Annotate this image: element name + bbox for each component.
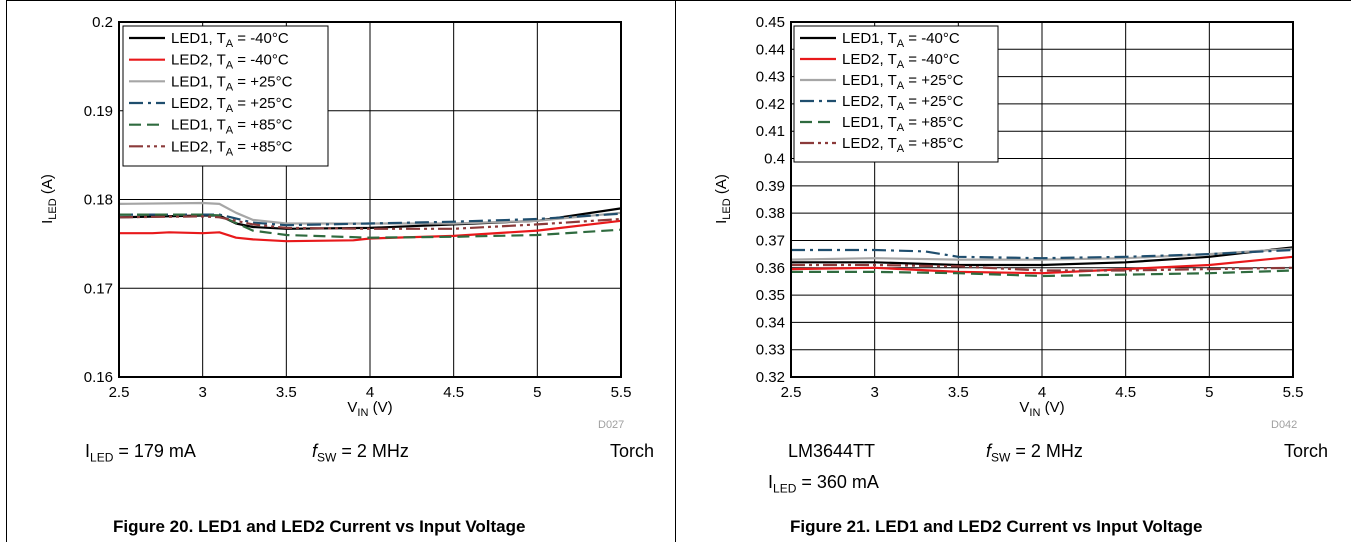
series-line-4 [119,212,622,227]
figure-20-chart: 2.5 3 3.5 4 4.5 5 5.5 0.16 0.17 0.18 0.19 0.2 LED1, … [39,14,632,431]
y-tick-label: 0.4 [764,151,785,168]
series-line-5 [791,269,1294,278]
figure-code: D042 [1271,419,1297,431]
y-tick-label: 0.18 [84,192,113,209]
y-tick-label: 0.35 [756,287,785,304]
legend-entry: LED1, TA = +85°C [171,117,293,137]
fsw-condition: fSW = 2 MHz [986,441,1083,465]
iled-condition: ILED = 179 mA [85,441,196,465]
figure-20-caption: Figure 20. LED1 and LED2 Current vs Inpu… [113,517,526,536]
legend-entry: LED1, TA = +25°C [171,73,293,93]
x-tick-label: 3 [198,384,206,401]
y-tick-label: 0.39 [756,178,785,195]
plot-frame [118,21,622,378]
series-line-3 [118,201,622,225]
x-tick-label: 5 [533,384,541,401]
middle-divider-line [675,0,676,542]
legend-entry: LED2, TA = +85°C [842,135,964,155]
legend-box [122,25,329,167]
y-tick-label: 0.2 [92,14,113,31]
series-line-2 [119,219,622,243]
y-tick-label: 0.41 [756,123,785,140]
y-tick-label: 0.33 [756,342,785,359]
legend-entry: LED1, TA = -40°C [842,30,960,50]
fsw-condition: fSW = 2 MHz [312,441,409,465]
legend-entry: LED2, TA = -40°C [842,51,960,71]
legend-entry: LED1, TA = +25°C [842,72,964,92]
left-border-line [6,0,7,542]
y-tick-label: 0.45 [756,14,785,31]
legend-entry: LED2, TA = +25°C [171,95,293,115]
x-tick-label: 3.5 [276,384,297,401]
mode-condition: Torch [610,441,655,461]
series-line-2 [790,255,1294,275]
y-tick-label: 0.19 [84,103,113,120]
iled-condition: ILED = 360 mA [768,472,879,496]
y-tick-label: 0.36 [756,260,785,277]
x-tick-label: 4 [366,384,374,401]
x-tick-label: 5 [1205,384,1213,401]
series-line-6 [791,263,1294,272]
x-tick-label: 4 [1038,384,1046,401]
mode-condition: Torch [1284,441,1329,461]
y-tick-label: 0.44 [756,41,785,58]
y-tick-label: 0.16 [84,369,113,386]
x-tick-label: 2.5 [781,384,802,401]
x-tick-label: 3.5 [948,384,969,401]
x-tick-label: 5.5 [611,384,632,401]
x-axis-label: VIN (V) [1019,399,1064,419]
legend-entry: LED1, TA = +85°C [842,114,964,134]
figure-21-chart: 2.5 3 3.5 4 4.5 5 5.5 0.32 0.33 0.34 0.35 0.36 0.37 0… [713,14,1304,431]
series-lines [790,246,1294,278]
x-tick-label: 5.5 [1283,384,1304,401]
legend-entry: LED2, TA = -40°C [171,52,289,72]
series-line-1 [791,246,1294,267]
y-tick-label: 0.34 [756,314,785,331]
y-tick-label: 0.38 [756,205,785,222]
y-axis-label: ILED (A) [39,174,59,224]
top-border-line-right [676,0,1351,1]
y-tick-label: 0.43 [756,69,785,86]
figure-20-panel: 2.5 3 3.5 4 4.5 5 5.5 0.16 0.17 0.18 0.19 0.2 LED1, … [39,14,655,536]
top-border-line-left [6,0,676,1]
legend-entry: LED2, TA = +25°C [842,93,964,113]
y-tick-label: 0.37 [756,232,785,249]
series-line-4 [791,248,1294,260]
series-lines [118,201,622,243]
y-tick-label: 0.42 [756,96,785,113]
series-line-5 [119,213,622,239]
x-tick-label: 3 [870,384,878,401]
figure-21-panel: 2.5 3 3.5 4 4.5 5 5.5 0.32 0.33 0.34 0.35 0.36 0.37 0… [676,0,1351,542]
x-tick-label: 2.5 [109,384,130,401]
figure-code: D027 [598,419,624,431]
legend-box [793,25,999,163]
series-line-6 [118,215,622,230]
plot-frame [790,21,1294,378]
figure-21-caption: Figure 21. LED1 and LED2 Current vs Inpu… [790,517,1203,536]
y-axis-label: ILED (A) [713,174,733,224]
x-tick-label: 4.5 [1115,384,1136,401]
y-tick-label: 0.17 [84,280,113,297]
y-tick-label: 0.32 [756,369,785,386]
legend-entry: LED2, TA = +85°C [171,138,293,158]
device-condition: LM3644TT [788,441,876,461]
legend-entry: LED1, TA = -40°C [171,30,289,50]
x-axis-label: VIN (V) [347,399,392,419]
x-tick-label: 4.5 [443,384,464,401]
